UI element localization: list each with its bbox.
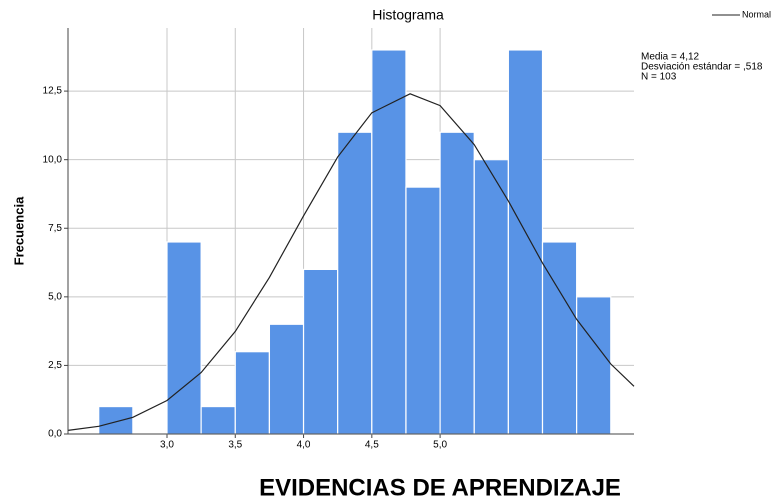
chart-title: Histograma <box>372 7 444 23</box>
bar <box>98 405 134 435</box>
legend-label: Normal <box>742 9 771 19</box>
bar <box>234 351 271 435</box>
y-tick-label: 0,0 <box>48 429 62 440</box>
bar <box>405 186 441 435</box>
bar <box>473 159 509 435</box>
x-axis-label: EVIDENCIAS DE APRENDIZAJE <box>259 474 621 501</box>
bar <box>541 241 578 435</box>
annotation: Media = 4,12 <box>641 52 700 63</box>
bar <box>200 405 236 435</box>
bar <box>439 131 475 435</box>
y-axis-label: Frecuencia <box>11 196 26 265</box>
y-tick-label: 2,5 <box>48 360 62 371</box>
bar <box>507 49 544 435</box>
normal-curve <box>67 93 635 431</box>
bar <box>268 323 305 435</box>
bar <box>166 241 202 435</box>
x-tick-label: 3,0 <box>160 440 174 451</box>
y-tick-label: 7,5 <box>48 223 62 234</box>
bar <box>337 131 373 435</box>
x-tick-label: 3,5 <box>228 440 242 451</box>
y-tick-label: 10,0 <box>43 154 63 165</box>
annotation: N = 103 <box>641 72 677 83</box>
x-tick-label: 5,0 <box>433 440 447 451</box>
bar <box>576 296 612 435</box>
bar <box>302 268 339 435</box>
annotation: Desviación estándar = ,518 <box>641 62 763 73</box>
x-tick-label: 4,0 <box>297 440 311 451</box>
y-tick-label: 12,5 <box>43 86 63 97</box>
x-tick-label: 4,5 <box>365 440 379 451</box>
bar <box>371 49 407 435</box>
y-tick-label: 5,0 <box>48 291 62 302</box>
